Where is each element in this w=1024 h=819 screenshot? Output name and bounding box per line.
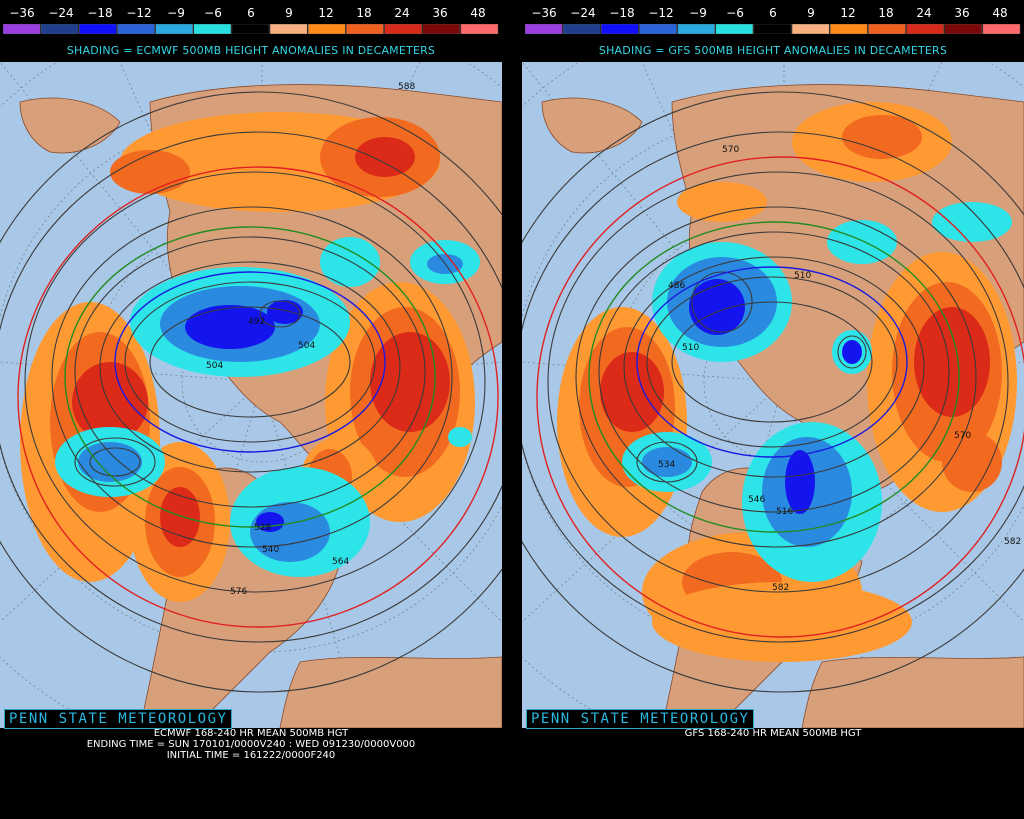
shading-title: SHADING = GFS 500MB HEIGHT ANOMALIES IN … xyxy=(598,44,948,57)
scale-swatch xyxy=(231,24,270,34)
scale-label: 36 xyxy=(954,6,970,20)
contour-label: 492 xyxy=(248,317,265,327)
contour-labels: 570 486 510 510 534 546 516 582 570 582 xyxy=(658,145,1021,593)
panel-divider xyxy=(502,0,522,819)
scale-label: −9 xyxy=(689,6,707,20)
scale-label: −9 xyxy=(167,6,185,20)
scale-label: 12 xyxy=(840,6,856,20)
contour-label: 540 xyxy=(262,545,279,555)
scale-label: −24 xyxy=(48,6,74,20)
penn-state-brand: PENN STATE METEOROLOGY xyxy=(526,709,755,729)
scale-label: −36 xyxy=(531,6,557,20)
scale-swatch xyxy=(346,24,384,34)
scale-swatch xyxy=(307,24,346,34)
scale-label: 18 xyxy=(356,6,372,20)
anomaly-color-scale xyxy=(525,24,1021,34)
gfs-panel: −36 −24 −18 −12 −9 −6 6 9 12 18 24 36 48… xyxy=(522,0,1024,819)
contour-label: 582 xyxy=(772,583,789,593)
contour-label: 588 xyxy=(398,82,415,92)
contour-label: 528 xyxy=(254,523,271,533)
height-contours xyxy=(0,91,502,693)
scale-label: 48 xyxy=(992,6,1008,20)
contour-label: 510 xyxy=(682,343,699,353)
scale-swatch xyxy=(460,24,499,34)
contour-576 xyxy=(536,156,1024,638)
anomaly-scale-labels: −36 −24 −18 −12 −9 −6 6 9 12 18 24 36 48 xyxy=(0,6,502,22)
contour-552 xyxy=(588,221,960,533)
contour-label: 570 xyxy=(954,431,971,441)
scale-label: 18 xyxy=(878,6,894,20)
scale-swatch xyxy=(193,24,232,34)
scale-label: 6 xyxy=(247,6,255,20)
scale-swatch xyxy=(79,24,117,34)
anomaly-color-scale xyxy=(3,24,499,34)
scale-label: 12 xyxy=(318,6,334,20)
scale-swatch xyxy=(422,24,461,34)
scale-swatch xyxy=(117,24,155,34)
scale-label: 9 xyxy=(285,6,293,20)
contour-576 xyxy=(17,166,499,628)
scale-swatch xyxy=(677,24,716,34)
contour-528 xyxy=(114,271,386,453)
contour-label: 576 xyxy=(230,587,247,597)
contour-label: 504 xyxy=(298,341,315,351)
contour-552 xyxy=(64,226,436,528)
scale-label: 48 xyxy=(470,6,486,20)
contour-528 xyxy=(636,266,908,458)
scale-swatch xyxy=(753,24,792,34)
caption-line: ECMWF 168-240 HR MEAN 500MB HGT xyxy=(153,728,349,739)
scale-label: −24 xyxy=(570,6,596,20)
scale-swatch xyxy=(868,24,906,34)
scale-label: 6 xyxy=(769,6,777,20)
contour-label: 582 xyxy=(1004,537,1021,547)
scale-swatch xyxy=(715,24,754,34)
contour-labels: 588 492 504 504 540 528 564 576 xyxy=(206,82,415,597)
contour-label: 516 xyxy=(776,507,793,517)
caption-line: ENDING TIME = SUN 170101/0000V240 : WED … xyxy=(86,739,416,750)
anomaly-scale-labels: −36 −24 −18 −12 −9 −6 6 9 12 18 24 36 48 xyxy=(522,6,1024,22)
scale-swatch xyxy=(40,24,79,34)
scale-label: −6 xyxy=(204,6,222,20)
scale-swatch xyxy=(906,24,944,34)
scale-swatch xyxy=(269,24,308,34)
contour-label: 486 xyxy=(668,281,685,291)
caption-line: GFS 168-240 HR MEAN 500MB HGT xyxy=(684,728,862,739)
caption-line: INITIAL TIME = 161222/0000F240 xyxy=(166,750,336,761)
scale-swatch xyxy=(3,24,41,34)
scale-label: −12 xyxy=(126,6,152,20)
contour-label: 564 xyxy=(332,557,349,567)
scale-swatch xyxy=(155,24,194,34)
scale-swatch xyxy=(829,24,868,34)
height-contours xyxy=(522,91,1024,693)
gfs-500mb-map: 570 486 510 510 534 546 516 582 570 582 xyxy=(522,62,1024,728)
contour-label: 504 xyxy=(206,361,223,371)
scale-label: −18 xyxy=(87,6,113,20)
scale-swatch xyxy=(525,24,563,34)
scale-swatch xyxy=(601,24,639,34)
scale-label: −6 xyxy=(726,6,744,20)
shading-title: SHADING = ECMWF 500MB HEIGHT ANOMALIES I… xyxy=(66,44,436,57)
scale-swatch xyxy=(562,24,601,34)
contour-label: 510 xyxy=(794,271,811,281)
ecmwf-panel: −36 −24 −18 −12 −9 −6 6 9 12 18 24 36 48… xyxy=(0,0,502,819)
ecmwf-500mb-map: 588 492 504 504 540 528 564 576 xyxy=(0,62,502,728)
scale-label: −36 xyxy=(9,6,35,20)
scale-swatch xyxy=(944,24,983,34)
scale-label: 24 xyxy=(916,6,932,20)
contour-label: 570 xyxy=(722,145,739,155)
scale-label: 36 xyxy=(432,6,448,20)
scale-swatch xyxy=(982,24,1021,34)
scale-label: 24 xyxy=(394,6,410,20)
contour-label: 546 xyxy=(748,495,765,505)
scale-label: 9 xyxy=(807,6,815,20)
scale-label: −18 xyxy=(609,6,635,20)
penn-state-brand: PENN STATE METEOROLOGY xyxy=(4,709,233,729)
scale-label: −12 xyxy=(648,6,674,20)
scale-swatch xyxy=(791,24,830,34)
scale-swatch xyxy=(639,24,677,34)
contour-label: 534 xyxy=(658,460,675,470)
scale-swatch xyxy=(384,24,422,34)
